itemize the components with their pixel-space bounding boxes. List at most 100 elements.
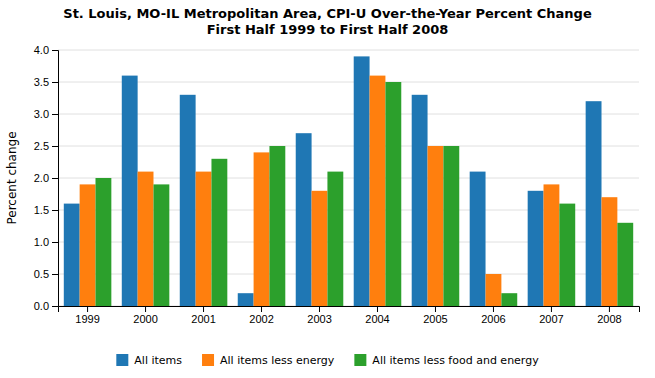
x-tick-mark: [551, 306, 552, 312]
y-tick-mark: [52, 50, 58, 51]
bar: [80, 184, 96, 306]
bar: [95, 178, 111, 306]
x-tick-mark: [87, 306, 88, 312]
grid-line: [58, 146, 639, 147]
x-tick-mark: [145, 306, 146, 312]
x-tick-label: 2005: [423, 313, 447, 325]
bar: [470, 172, 486, 306]
bar: [153, 184, 169, 306]
x-tick-label: 2001: [191, 313, 215, 325]
legend: All items All items less energy All items …: [116, 354, 539, 367]
y-tick: 1.0: [34, 236, 58, 248]
bar-series: [64, 56, 602, 306]
bar: [64, 204, 80, 306]
x-axis-line: [59, 307, 640, 313]
bar-series: [80, 76, 618, 306]
bar: [486, 274, 502, 306]
grid-line: [58, 114, 639, 115]
y-tick-mark: [52, 274, 58, 275]
bar: [370, 76, 386, 306]
bar-series: [95, 82, 633, 306]
y-tick: 0.0: [34, 300, 58, 312]
y-tick-label: 1.0: [34, 236, 49, 248]
bar: [211, 159, 227, 306]
x-tick: 2003: [307, 306, 331, 325]
y-tick-label: 2.0: [34, 172, 49, 184]
y-tick-mark: [52, 82, 58, 83]
x-tick: 2004: [365, 306, 389, 325]
y-tick: 3.5: [34, 76, 58, 88]
x-tick: 2002: [249, 306, 273, 325]
x-tick: 2006: [481, 306, 505, 325]
x-axis: 1999 2000 2001 2002 2003 2004 2005 2006 2007 2008: [59, 306, 640, 325]
y-tick-label: 3.0: [34, 108, 49, 120]
x-tick: 1999: [75, 306, 99, 325]
x-tick-mark: [435, 306, 436, 312]
bar: [354, 56, 370, 306]
bars: [64, 56, 633, 306]
legend-item: All items: [116, 354, 182, 367]
grid-line: [58, 82, 639, 83]
x-tick: 2005: [423, 306, 447, 325]
legend-item: All items less energy: [202, 354, 335, 367]
x-tick-mark: [377, 306, 378, 312]
x-tick-label: 2003: [307, 313, 331, 325]
x-tick-label: 2000: [133, 313, 157, 325]
y-tick: 2.5: [34, 140, 58, 152]
y-tick: 2.0: [34, 172, 58, 184]
legend-item: All items less food and energy: [354, 354, 539, 367]
x-tick-mark: [261, 306, 262, 312]
y-tick-label: 0.5: [34, 268, 49, 280]
x-tick-label: 2007: [539, 313, 563, 325]
bar: [544, 184, 560, 306]
bar: [501, 293, 517, 306]
x-tick: 2007: [539, 306, 563, 325]
bar: [296, 133, 312, 306]
y-tick: 0.5: [34, 268, 58, 280]
legend-swatch: [116, 354, 128, 366]
bar: [443, 146, 459, 306]
title: St. Louis, MO-IL Metropolitan Area, CPI-…: [63, 6, 592, 37]
y-tick: 4.0: [34, 44, 58, 56]
x-tick-mark: [319, 306, 320, 312]
legend-swatch: [354, 354, 366, 366]
legend-label: All items: [134, 354, 182, 367]
x-tick-mark: [493, 306, 494, 312]
bar: [412, 95, 428, 306]
plot-area: 1999 2000 2001 2002 2003 2004 2005 2006 2007 2008…: [34, 44, 640, 325]
y-tick-mark: [52, 210, 58, 211]
legend-label: All items less energy: [220, 354, 335, 367]
y-tick-mark: [52, 242, 58, 243]
x-tick-label: 2004: [365, 313, 389, 325]
x-tick-label: 2006: [481, 313, 505, 325]
x-tick-label: 2002: [249, 313, 273, 325]
bar: [180, 95, 196, 306]
x-tick-label: 1999: [75, 313, 99, 325]
x-tick: 2000: [133, 306, 157, 325]
bar: [312, 191, 328, 306]
y-tick-label: 1.5: [34, 204, 49, 216]
x-tick-mark: [609, 306, 610, 312]
bar: [238, 293, 254, 306]
bar: [254, 152, 270, 306]
x-tick: 2008: [597, 306, 621, 325]
x-tick-mark: [203, 306, 204, 312]
y-tick: 3.0: [34, 108, 58, 120]
bar: [269, 146, 285, 306]
bar: [617, 223, 633, 306]
x-tick-label: 2008: [597, 313, 621, 325]
bar: [385, 82, 401, 306]
bar: [428, 146, 444, 306]
y-axis-line: [52, 51, 59, 307]
bar: [559, 204, 575, 306]
bar: [602, 197, 618, 306]
bar: [327, 172, 343, 306]
x-tick: 2001: [191, 306, 215, 325]
grid: [58, 50, 639, 306]
y-tick-label: 4.0: [34, 44, 49, 56]
y-axis: 0.0 0.5 1.0 1.5 2.0 2.5 3.0 3.5 4.0: [34, 44, 59, 312]
grid-line: [58, 50, 639, 51]
legend-label: All items less food and energy: [372, 354, 539, 367]
y-axis-label: Percent change: [5, 131, 19, 224]
y-tick-mark: [52, 114, 58, 115]
